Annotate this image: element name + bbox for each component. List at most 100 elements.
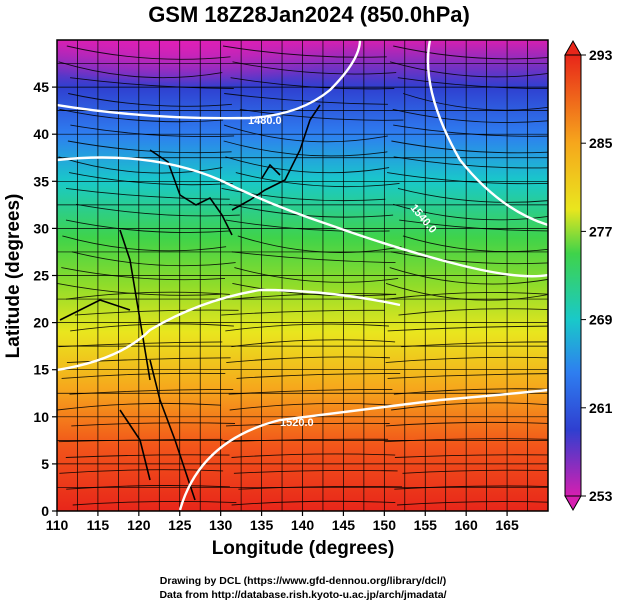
streamline xyxy=(397,77,548,90)
streamline xyxy=(386,292,548,300)
colorbar-scale xyxy=(564,54,582,497)
streamline xyxy=(389,267,548,285)
y-tick-label: 15 xyxy=(33,362,49,378)
colorbar-tick-label: 269 xyxy=(589,312,613,328)
streamline xyxy=(235,172,400,188)
streamline xyxy=(223,140,388,157)
colorbar-bottom-arrow xyxy=(564,495,582,512)
streamline xyxy=(229,203,394,218)
streamline xyxy=(391,140,548,154)
streamline xyxy=(232,61,397,75)
wind-streamlines xyxy=(57,45,548,506)
y-tick-label: 45 xyxy=(33,79,49,95)
contour-label-1480: 1480.0 xyxy=(248,115,282,127)
streamline xyxy=(223,124,388,143)
streamline xyxy=(390,251,548,265)
colorbar-tick-label: 293 xyxy=(589,47,613,63)
colorbar-top-arrow xyxy=(564,39,582,56)
x-tick-label: 155 xyxy=(414,517,438,533)
streamline xyxy=(59,108,224,123)
streamline xyxy=(222,45,387,58)
streamline xyxy=(71,422,236,427)
colorbar-tick-label: 261 xyxy=(589,400,613,416)
streamline xyxy=(393,388,548,395)
streamline xyxy=(394,485,548,490)
y-tick-label: 0 xyxy=(41,503,49,519)
x-tick-label: 150 xyxy=(373,517,397,533)
streamline xyxy=(66,485,230,490)
streamline xyxy=(384,438,548,443)
x-tick-label: 120 xyxy=(127,517,151,533)
streamline xyxy=(61,267,226,281)
y-tick-label: 10 xyxy=(33,409,49,425)
lat-lon-gridlines xyxy=(57,40,548,511)
height-contours xyxy=(57,40,548,511)
streamline xyxy=(389,61,548,78)
credit-data: Data from http://database.rish.kyoto-u.a… xyxy=(159,589,446,601)
streamline xyxy=(225,422,390,427)
streamline xyxy=(74,309,239,316)
y-tick-label: 25 xyxy=(33,268,49,284)
y-axis-ticks: 0 5 10 15 20 25 30 35 40 45 xyxy=(33,79,57,519)
x-tick-label: 165 xyxy=(495,517,519,533)
y-tick-label: 40 xyxy=(33,126,49,142)
streamline xyxy=(392,108,548,123)
streamline xyxy=(391,402,548,411)
x-tick-label: 160 xyxy=(454,517,478,533)
chart-title: GSM 18Z28Jan2024 (850.0hPa) xyxy=(148,2,470,27)
streamline xyxy=(392,203,548,221)
x-axis-ticks: 110 115 120 125 130 135 140 145 150 155 160 165 xyxy=(46,511,519,533)
streamline xyxy=(232,293,397,300)
colorbar-tick-label: 285 xyxy=(589,135,613,151)
y-tick-label: 5 xyxy=(41,456,49,472)
x-axis-title: Longitude (degrees) xyxy=(212,538,395,559)
streamline xyxy=(65,219,230,233)
streamline xyxy=(68,93,232,107)
streamline xyxy=(236,373,401,379)
streamline xyxy=(66,291,230,300)
streamline xyxy=(231,500,396,506)
y-axis-title: Latitude (degrees) xyxy=(3,194,24,359)
streamline xyxy=(61,372,226,379)
colorbar: 293 285 277 269 261 253 xyxy=(564,39,613,512)
streamline xyxy=(394,454,548,458)
x-tick-label: 125 xyxy=(168,517,192,533)
streamline xyxy=(231,251,396,264)
streamline xyxy=(233,469,398,474)
streamline xyxy=(387,172,548,185)
streamline xyxy=(221,309,385,316)
streamline xyxy=(225,219,390,232)
x-tick-label: 130 xyxy=(209,517,233,533)
streamline xyxy=(231,453,396,458)
streamline xyxy=(225,156,390,174)
x-tick-label: 115 xyxy=(87,517,110,533)
streamline xyxy=(59,469,224,474)
streamline xyxy=(67,140,232,154)
streamline xyxy=(66,357,231,364)
streamline xyxy=(225,323,390,332)
streamline xyxy=(231,339,396,348)
contour-label-1520: 1520.0 xyxy=(280,417,314,429)
y-tick-label: 35 xyxy=(33,173,49,189)
colorbar-tick-label: 253 xyxy=(589,488,613,504)
streamline xyxy=(226,356,391,364)
y-tick-label: 30 xyxy=(33,220,49,236)
streamline xyxy=(234,267,399,283)
streamline xyxy=(401,341,548,348)
x-tick-label: 135 xyxy=(250,517,274,533)
streamline xyxy=(393,45,548,60)
credit-drawing: Drawing by DCL (https://www.gfd-dennou.o… xyxy=(160,575,446,587)
streamline xyxy=(72,500,237,506)
streamline xyxy=(70,323,234,332)
colorbar-tick-label: 277 xyxy=(589,223,613,239)
colorbar-ticks: 293 285 277 269 261 253 xyxy=(581,47,613,504)
map-plot-area: 1480.0 1540.0 1520.0 xyxy=(57,40,548,511)
x-tick-label: 145 xyxy=(332,517,356,533)
streamline xyxy=(396,501,548,506)
streamline xyxy=(387,373,548,379)
streamline xyxy=(229,403,394,411)
streamline xyxy=(70,77,234,89)
streamline xyxy=(66,45,231,60)
streamline xyxy=(387,325,548,332)
streamline xyxy=(65,454,230,458)
